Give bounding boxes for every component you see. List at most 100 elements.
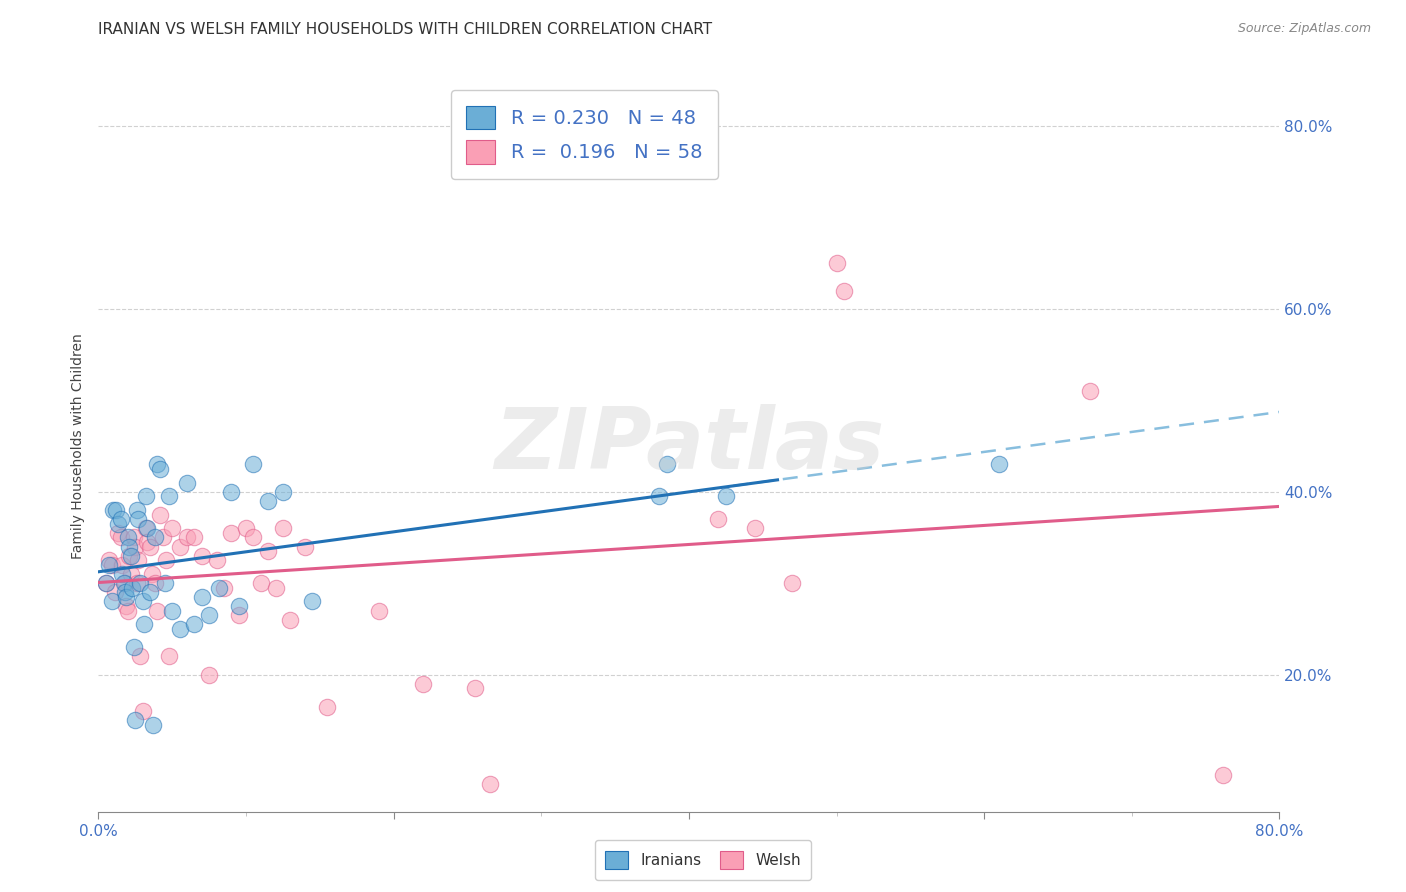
Point (162, 521, 183, 535)
Point (464, 681, 486, 696)
Point (118, 549, 141, 563)
Point (316, 699, 339, 714)
Point (242, 457, 264, 471)
Point (105, 503, 128, 517)
Point (1212, 768, 1234, 782)
Point (707, 512, 730, 526)
Point (478, 777, 501, 791)
Point (100, 558, 122, 572)
Point (114, 585, 136, 599)
Point (271, 521, 294, 535)
Point (124, 540, 146, 554)
Point (117, 530, 139, 544)
Point (235, 521, 257, 535)
Point (143, 530, 166, 544)
Point (120, 567, 142, 582)
Point (155, 553, 177, 567)
Point (242, 530, 264, 544)
Point (191, 549, 214, 563)
Point (132, 594, 155, 608)
Point (169, 540, 191, 554)
Point (205, 553, 228, 567)
Point (94, 576, 117, 591)
Point (744, 521, 766, 535)
Point (122, 640, 145, 655)
Point (412, 676, 434, 690)
Point (257, 494, 280, 508)
Point (115, 599, 138, 613)
Point (135, 521, 157, 535)
Point (264, 581, 287, 595)
Point (152, 530, 174, 544)
Point (176, 530, 198, 544)
Point (191, 590, 214, 604)
Point (368, 603, 391, 617)
Point (228, 608, 250, 623)
Point (153, 576, 176, 591)
Point (139, 585, 162, 599)
Point (100, 594, 122, 608)
Point (198, 608, 221, 623)
Point (121, 581, 143, 595)
Point (103, 503, 125, 517)
Text: ZIPatlas: ZIPatlas (494, 404, 884, 488)
Legend: R = 0.230   N = 48, R =  0.196   N = 58: R = 0.230 N = 48, R = 0.196 N = 58 (451, 90, 718, 179)
Point (157, 649, 180, 664)
Text: IRANIAN VS WELSH FAMILY HOUSEHOLDS WITH CHILDREN CORRELATION CHART: IRANIAN VS WELSH FAMILY HOUSEHOLDS WITH … (98, 22, 713, 37)
Point (110, 512, 132, 526)
Point (134, 617, 156, 632)
Point (110, 530, 132, 544)
Text: Source: ZipAtlas.com: Source: ZipAtlas.com (1237, 22, 1371, 36)
Point (157, 489, 180, 503)
Point (228, 599, 250, 613)
Point (139, 540, 162, 554)
Point (111, 567, 134, 582)
Point (146, 457, 169, 471)
Point (648, 489, 671, 503)
Y-axis label: Family Households with Children: Family Households with Children (70, 333, 84, 559)
Point (136, 535, 159, 549)
Point (169, 622, 191, 636)
Point (655, 457, 678, 471)
Point (97, 553, 120, 567)
Point (250, 576, 273, 591)
Point (97, 558, 120, 572)
Point (107, 516, 129, 531)
Point (124, 714, 146, 728)
Point (219, 525, 242, 540)
Point (149, 508, 172, 522)
Point (136, 521, 159, 535)
Point (183, 617, 205, 632)
Point (141, 567, 163, 582)
Point (301, 594, 323, 608)
Point (112, 576, 135, 591)
Point (183, 530, 205, 544)
Point (114, 576, 136, 591)
Legend: Iranians, Welsh: Iranians, Welsh (595, 840, 811, 880)
Point (104, 585, 127, 599)
Point (278, 613, 302, 627)
Point (125, 576, 148, 591)
Point (176, 475, 198, 490)
Point (132, 704, 155, 718)
Point (111, 558, 134, 572)
Point (294, 540, 316, 554)
Point (987, 457, 1010, 471)
Point (142, 718, 165, 732)
Point (125, 503, 148, 517)
Point (135, 489, 157, 503)
Point (127, 512, 149, 526)
Point (271, 484, 294, 499)
Point (118, 540, 141, 554)
Point (208, 581, 231, 595)
Point (198, 667, 221, 681)
Point (128, 649, 150, 664)
Point (143, 576, 166, 591)
Point (825, 256, 848, 270)
Point (219, 484, 242, 499)
Point (162, 603, 183, 617)
Point (782, 576, 804, 591)
Point (94, 576, 117, 591)
Point (1080, 384, 1102, 398)
Point (122, 530, 145, 544)
